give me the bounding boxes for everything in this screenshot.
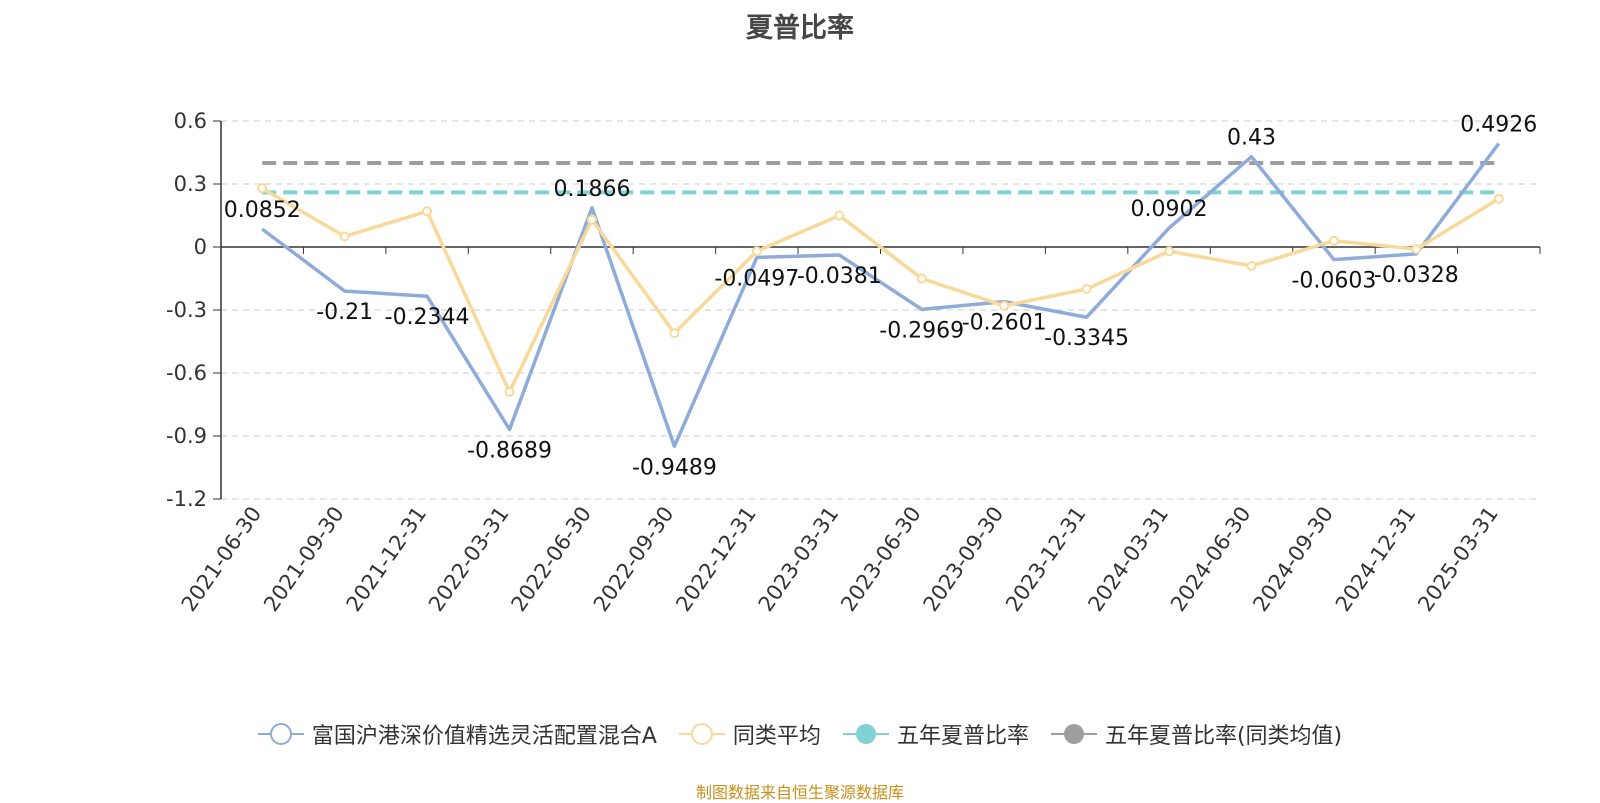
legend-item-peer-average[interactable]: 同类平均	[678, 718, 821, 750]
x-tick-label: 2021-12-31	[342, 502, 432, 616]
x-tick-label: 2022-12-31	[671, 502, 761, 616]
y-tick-label: -0.3	[166, 298, 207, 322]
x-tick-label: 2024-03-31	[1083, 502, 1173, 616]
series-point	[999, 300, 1010, 311]
legend-label-five-year-sharpe: 五年夏普比率	[896, 724, 1029, 749]
x-tick-label: 2021-06-30	[177, 502, 267, 616]
series-line-0	[261, 142, 1501, 449]
data-label: 0.0902	[1131, 197, 1208, 222]
legend-marker-fund	[257, 723, 304, 745]
x-tick-label: 2022-03-31	[424, 502, 514, 616]
x-tick-label: 2022-06-30	[506, 502, 596, 616]
x-tick-label: 2022-09-30	[589, 502, 679, 616]
legend: 富国沪港深价值精选灵活配置混合A 同类平均 五年夏普比率 五年夏普比率(同类均值…	[0, 718, 1600, 750]
series-point	[669, 328, 680, 339]
legend-marker-five-year-sharpe	[842, 724, 889, 744]
data-label: -0.0497	[714, 266, 799, 291]
series-point	[1493, 193, 1504, 204]
data-label: -0.2969	[879, 318, 964, 343]
series-point	[586, 214, 597, 225]
series-point	[1411, 244, 1422, 255]
data-label: -0.9489	[632, 455, 717, 480]
series-point	[257, 183, 268, 194]
x-tick-label: 2023-09-30	[919, 502, 1009, 616]
x-tick-label: 2024-12-31	[1331, 502, 1421, 616]
legend-label-peer-average: 同类平均	[732, 724, 821, 749]
y-tick-label: 0.3	[174, 172, 207, 196]
data-label: 0.4926	[1460, 113, 1537, 138]
x-tick-label: 2025-03-31	[1413, 502, 1503, 616]
y-tick-label: -0.6	[166, 361, 207, 385]
series-point	[1328, 235, 1339, 246]
data-label: -0.2344	[385, 305, 470, 330]
data-label: 0.43	[1227, 126, 1276, 151]
y-tick-label: 0.6	[174, 109, 207, 133]
series-point	[916, 273, 927, 284]
data-label: 0.0852	[224, 198, 301, 223]
x-tick-label: 2023-03-31	[754, 502, 844, 616]
x-tick-label: 2023-12-31	[1001, 502, 1091, 616]
x-tick-label: 2023-06-30	[836, 502, 926, 616]
series-point	[422, 206, 433, 217]
chart-title: 夏普比率	[746, 13, 854, 44]
series-point	[1081, 284, 1092, 294]
data-label: -0.0603	[1291, 269, 1376, 294]
series-point	[1246, 260, 1257, 271]
x-tick-label: 2024-06-30	[1166, 502, 1256, 616]
legend-marker-five-year-sharpe-peer	[1050, 724, 1097, 744]
x-tick-label: 2021-09-30	[259, 502, 349, 616]
legend-item-fund[interactable]: 富国沪港深价值精选灵活配置混合A	[257, 718, 657, 750]
y-tick-label: 0	[194, 235, 207, 259]
source-note: 制图数据来自恒生聚源数据库	[695, 783, 904, 802]
data-labels: 0.0852 -0.21 -0.2344 -0.8689 0.1866 -0.9489 -0…	[224, 113, 1538, 481]
series-lines	[257, 142, 1504, 449]
data-label: -0.2601	[962, 311, 1047, 336]
x-tick-label: 2024-09-30	[1248, 502, 1338, 616]
series-point	[504, 386, 515, 397]
series-line-1	[261, 186, 1500, 394]
series-point	[834, 210, 845, 221]
legend-item-five-year-sharpe-peer[interactable]: 五年夏普比率(同类均值)	[1050, 718, 1343, 750]
y-tick-label: -1.2	[166, 487, 207, 511]
data-label: -0.21	[316, 300, 373, 325]
y-tick-label: -0.9	[166, 424, 207, 448]
series-point	[751, 246, 762, 257]
reference-lines	[262, 161, 1499, 195]
data-label: -0.8689	[467, 438, 552, 463]
series-point	[339, 231, 350, 242]
series-point	[1164, 246, 1175, 257]
data-label: 0.1866	[553, 177, 630, 202]
legend-item-five-year-sharpe[interactable]: 五年夏普比率	[842, 718, 1029, 750]
legend-label-five-year-sharpe-peer: 五年夏普比率(同类均值)	[1104, 724, 1343, 749]
data-label: -0.3345	[1044, 326, 1129, 351]
data-label: -0.0328	[1374, 263, 1459, 288]
legend-marker-peer-average	[678, 723, 725, 745]
data-label: -0.0381	[797, 264, 882, 289]
axes: 0.6 0.3 0 -0.3 -0.6 -0.9 -1.22021-06-302021-09…	[166, 109, 1541, 616]
legend-label-fund: 富国沪港深价值精选灵活配置混合A	[311, 724, 657, 749]
